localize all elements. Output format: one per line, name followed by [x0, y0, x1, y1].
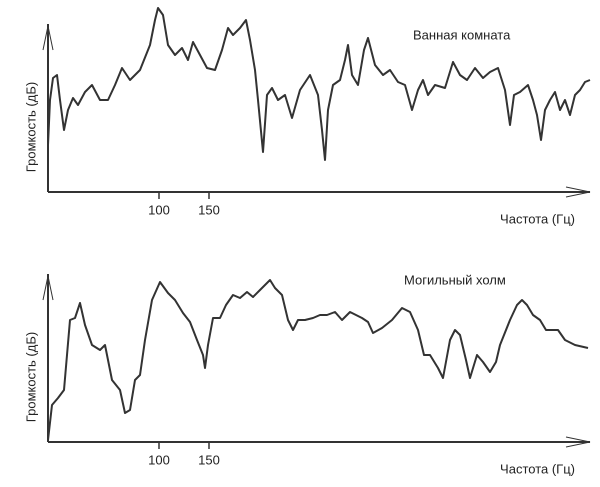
chart-title: Ванная комната	[413, 27, 511, 42]
x-axis-arrow	[565, 186, 591, 198]
x-tick-label: 100	[148, 452, 170, 467]
y-axis-arrow	[42, 275, 54, 301]
y-axis-label: Громкость (дБ)	[23, 332, 38, 422]
x-axis-label: Частота (Гц)	[500, 461, 575, 476]
data-line	[47, 7, 591, 161]
x-tick-label: 100	[148, 202, 170, 217]
x-tick-label: 150	[198, 202, 220, 217]
data-line	[47, 279, 589, 441]
x-axis-arrow	[565, 436, 591, 448]
y-axis-arrow	[42, 25, 54, 51]
chart-title: Могильный холм	[404, 272, 506, 287]
y-axis-label: Громкость (дБ)	[23, 82, 38, 172]
x-axis-label: Частота (Гц)	[500, 211, 575, 226]
x-tick-label: 150	[198, 452, 220, 467]
